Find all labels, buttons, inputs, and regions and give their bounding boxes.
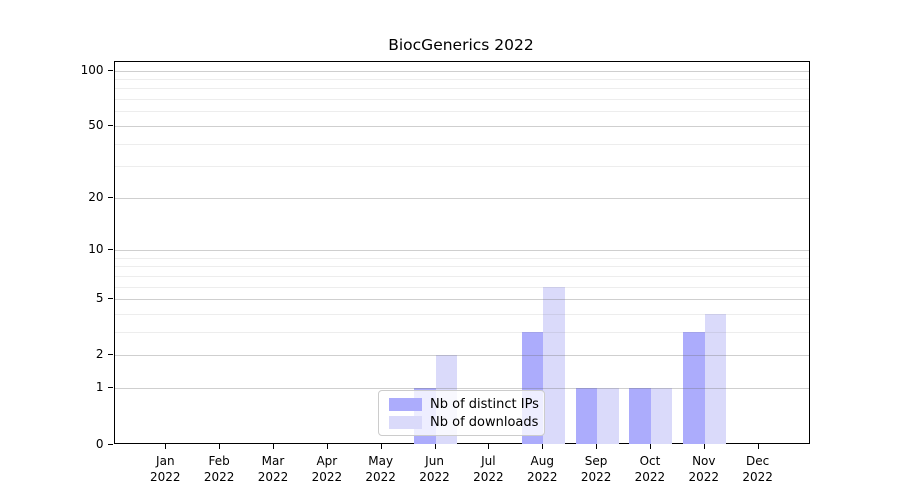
y-tick-mark-100 xyxy=(107,69,113,71)
x-tick-mark-12 xyxy=(757,443,759,449)
x-tick-mark-5 xyxy=(380,443,382,449)
x-tick-mark-10 xyxy=(649,443,651,449)
legend-swatch-distinct-ips xyxy=(389,397,422,411)
chart-title: BiocGenerics 2022 xyxy=(388,36,534,54)
y-tick-label-2: 2 xyxy=(95,347,104,362)
x-tick-label-may-2022: May 2022 xyxy=(365,453,396,484)
y-tick-mark-5 xyxy=(107,298,113,300)
x-tick-mark-6 xyxy=(434,443,436,449)
x-tick-mark-1 xyxy=(165,443,167,449)
bar-distinct-ips-nov-2022 xyxy=(683,332,705,445)
y-tick-mark-0 xyxy=(107,443,113,445)
y-tick-label-100: 100 xyxy=(80,62,104,77)
x-tick-label-aug-2022: Aug 2022 xyxy=(526,453,558,484)
legend-label-downloads: Nb of downloads xyxy=(430,414,539,430)
x-tick-label-dec-2022: Dec 2022 xyxy=(742,453,773,484)
bar-downloads-nov-2022 xyxy=(704,314,727,445)
x-tick-label-nov-2022: Nov 2022 xyxy=(688,453,720,484)
bars-layer xyxy=(115,62,809,445)
legend-label-distinct-ips: Nb of distinct IPs xyxy=(430,396,539,412)
x-tick-label-jan-2022: Jan 2022 xyxy=(150,453,181,484)
legend-swatch-downloads xyxy=(389,415,422,429)
x-tick-label-sep-2022: Sep 2022 xyxy=(580,453,612,484)
bar-downloads-oct-2022 xyxy=(650,388,673,445)
x-tick-label-jul-2022: Jul 2022 xyxy=(473,453,504,484)
y-tick-label-0: 0 xyxy=(95,436,104,451)
y-tick-mark-10 xyxy=(107,249,113,251)
legend: Nb of distinct IPs Nb of downloads xyxy=(378,390,545,436)
x-tick-label-oct-2022: Oct 2022 xyxy=(634,453,666,484)
x-tick-label-jun-2022: Jun 2022 xyxy=(419,453,450,484)
x-tick-label-feb-2022: Feb 2022 xyxy=(203,453,235,484)
bar-distinct-ips-oct-2022 xyxy=(629,388,651,445)
y-tick-mark-50 xyxy=(107,124,113,126)
y-tick-mark-20 xyxy=(107,196,113,198)
bar-distinct-ips-sep-2022 xyxy=(575,388,598,445)
x-tick-mark-4 xyxy=(326,443,328,449)
x-tick-mark-7 xyxy=(488,443,490,449)
y-tick-label-5: 5 xyxy=(95,291,104,306)
plot-area xyxy=(113,60,810,445)
bar-downloads-aug-2022 xyxy=(543,286,565,445)
y-tick-mark-1 xyxy=(107,387,113,389)
x-tick-mark-3 xyxy=(273,443,274,449)
y-tick-label-20: 20 xyxy=(88,189,104,204)
bar-downloads-sep-2022 xyxy=(597,388,619,445)
x-tick-mark-11 xyxy=(703,443,705,449)
y-tick-mark-2 xyxy=(107,354,113,356)
x-tick-label-apr-2022: Apr 2022 xyxy=(311,453,343,484)
x-tick-mark-8 xyxy=(542,443,544,449)
x-tick-mark-9 xyxy=(596,443,598,449)
x-tick-label-mar-2022: Mar 2022 xyxy=(257,453,289,484)
x-tick-mark-2 xyxy=(219,443,221,449)
legend-item-distinct-ips: Nb of distinct IPs xyxy=(389,396,539,412)
y-tick-label-10: 10 xyxy=(88,242,104,257)
y-tick-label-50: 50 xyxy=(88,117,104,132)
legend-item-downloads: Nb of downloads xyxy=(389,414,539,430)
y-tick-label-1: 1 xyxy=(95,380,104,395)
